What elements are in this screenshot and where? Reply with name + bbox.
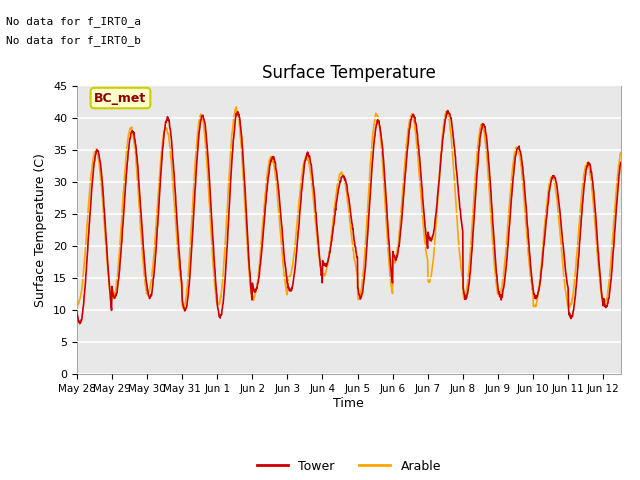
Y-axis label: Surface Temperature (C): Surface Temperature (C) (35, 154, 47, 307)
Legend: Tower, Arable: Tower, Arable (252, 455, 446, 478)
Title: Surface Temperature: Surface Temperature (262, 64, 436, 82)
Text: No data for f_IRT0_b: No data for f_IRT0_b (6, 35, 141, 46)
Text: No data for f_IRT0_a: No data for f_IRT0_a (6, 16, 141, 27)
Text: BC_met: BC_met (94, 92, 147, 105)
X-axis label: Time: Time (333, 397, 364, 410)
